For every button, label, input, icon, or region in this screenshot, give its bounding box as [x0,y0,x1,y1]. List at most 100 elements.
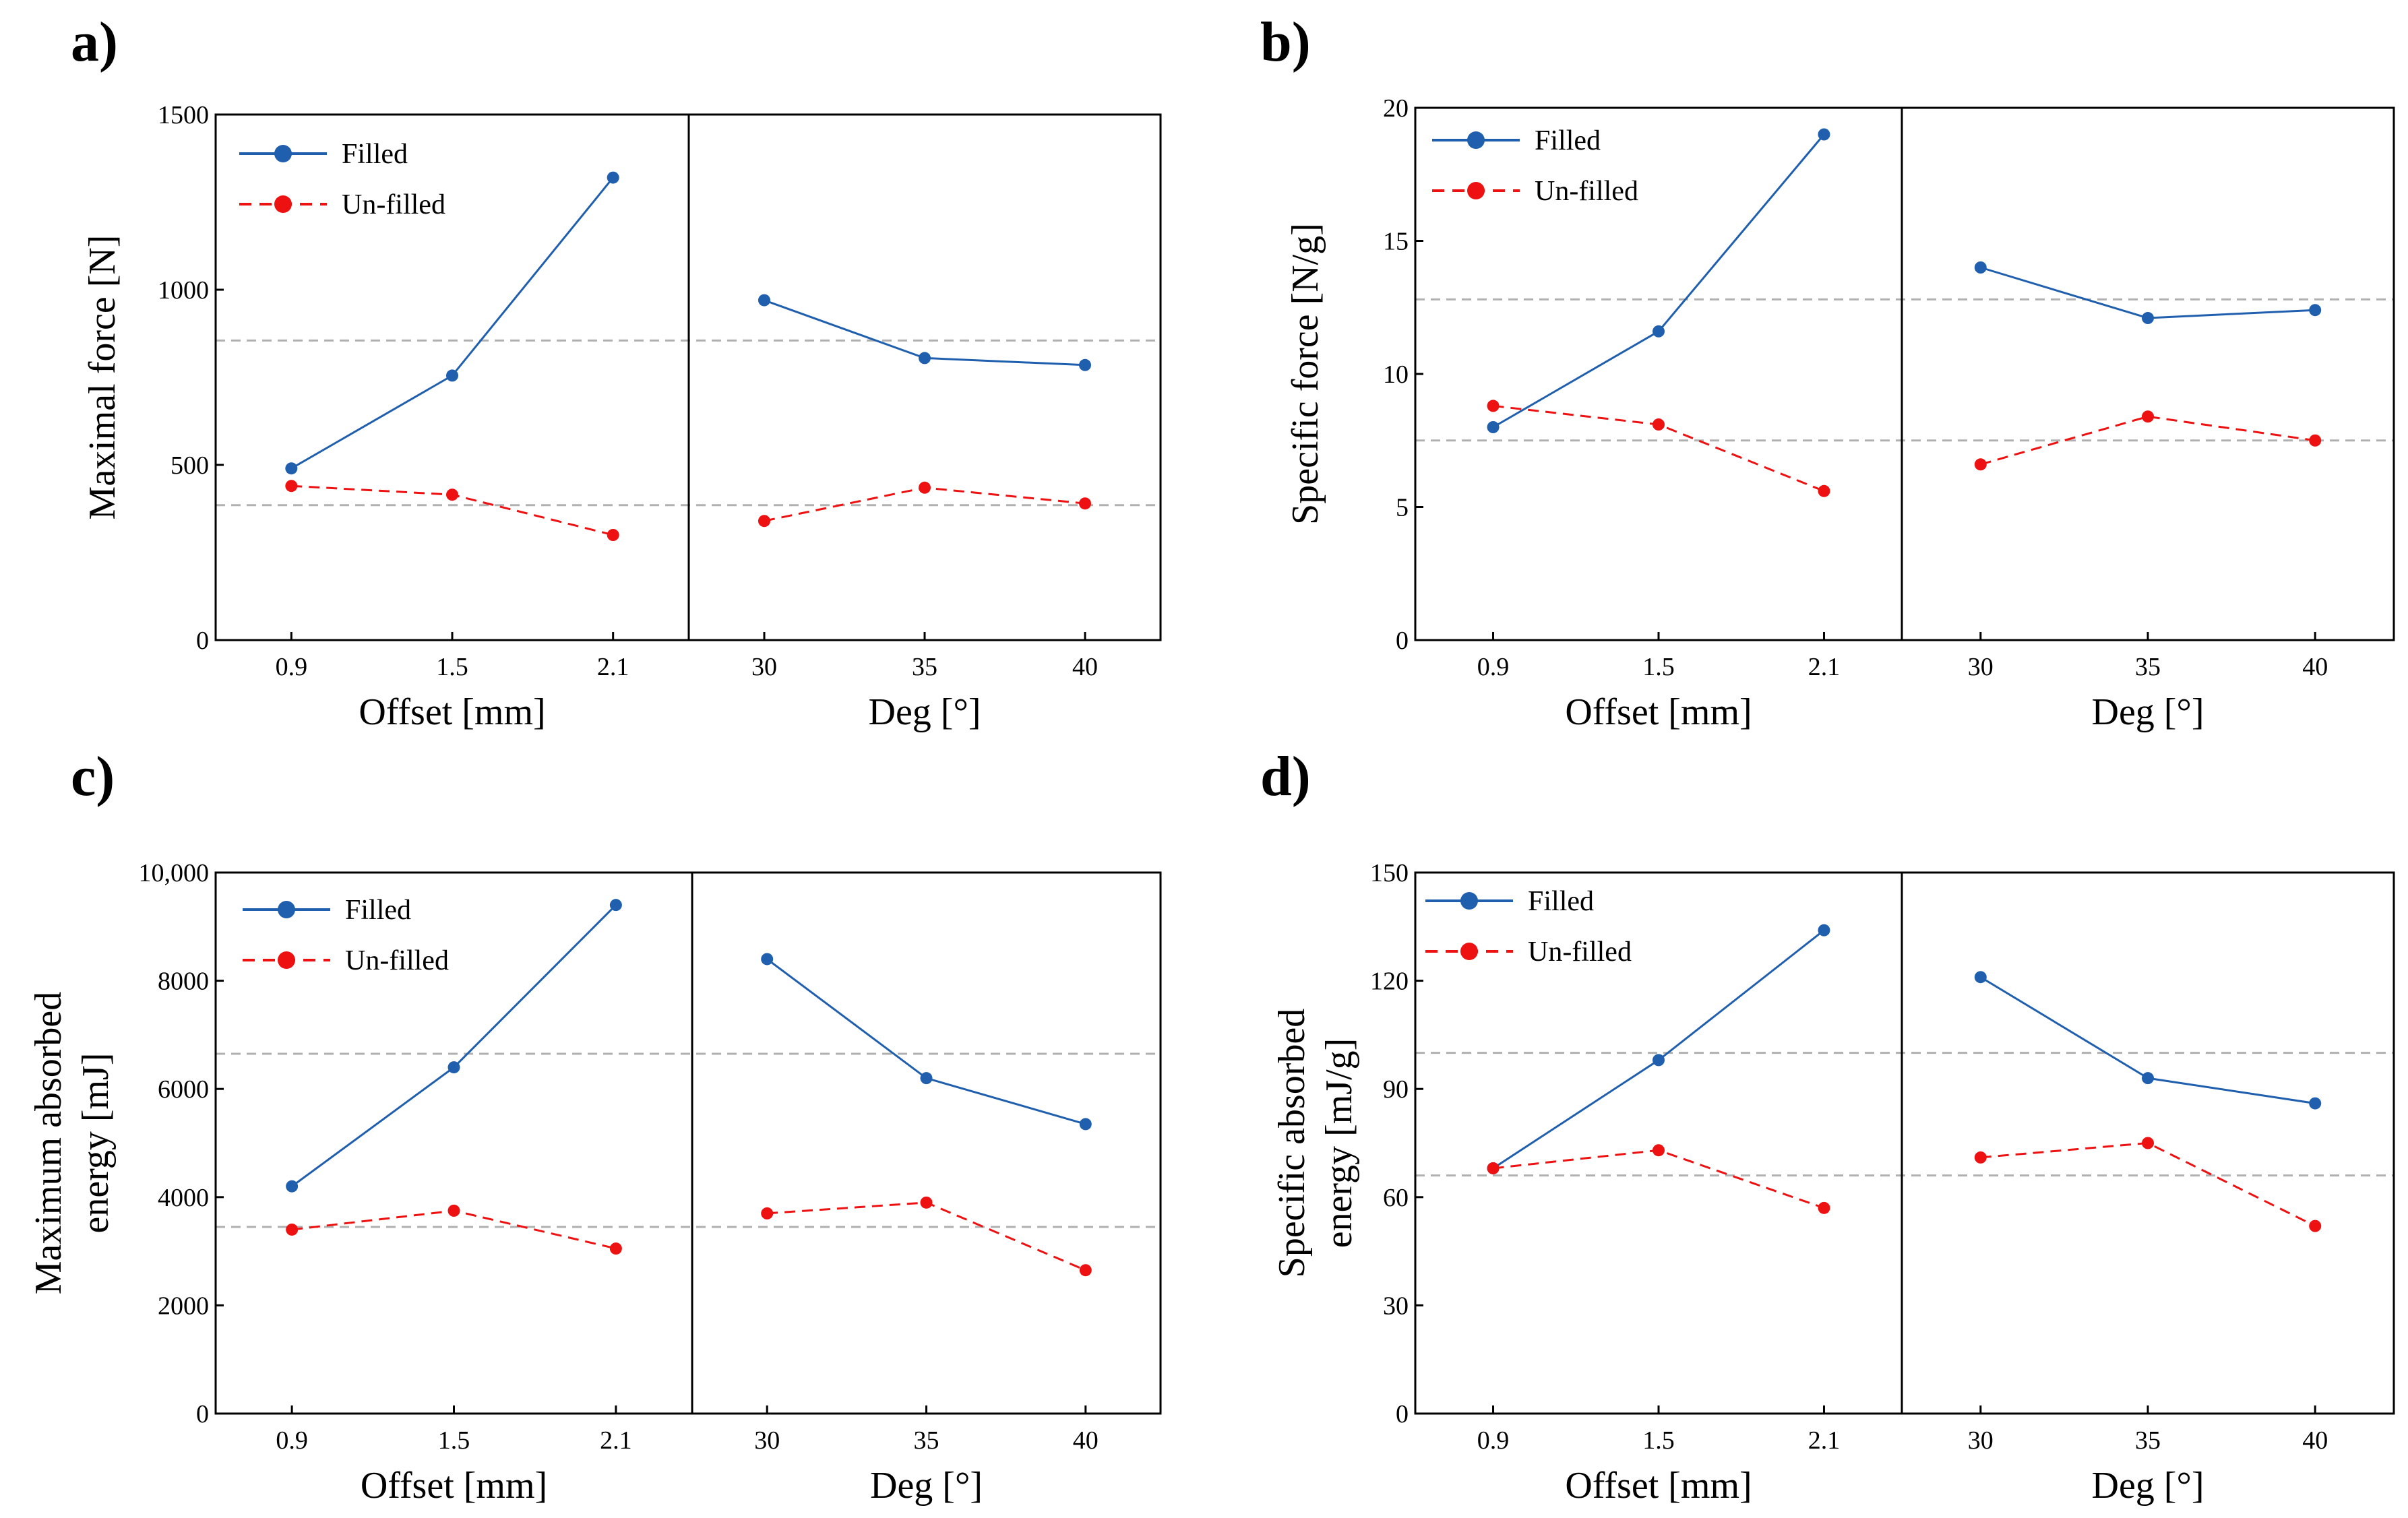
data-point-filled [2309,1097,2322,1110]
y-tick-label: 90 [1383,1075,1409,1104]
x-axis-label-deg: Deg [°] [2092,691,2204,733]
x-tick-label: 0.9 [1477,653,1510,681]
legend-label-unfilled: Un-filled [1528,937,1632,968]
x-tick-label: 30 [754,1426,780,1455]
y-axis-label: energy [mJ] [75,1053,117,1234]
x-axis-label-deg: Deg [°] [2092,1465,2204,1507]
y-tick-label: 10 [1383,360,1409,389]
data-point-filled [1818,128,1830,141]
data-point-filled [2142,312,2154,325]
x-tick-label: 30 [1968,653,1994,681]
x-tick-label: 40 [2302,1426,2328,1455]
data-point-unfilled [1487,1162,1500,1174]
y-tick-label: 10,000 [139,859,210,887]
data-point-unfilled [2142,1137,2154,1149]
x-tick-label: 0.9 [1477,1426,1510,1455]
data-point-filled [1487,421,1500,433]
x-tick-label: 30 [751,653,777,681]
data-point-filled [919,352,931,365]
x-axis-label-offset: Offset [mm] [359,691,545,733]
x-tick-label: 40 [1072,653,1098,681]
y-tick-label: 0 [1396,627,1409,655]
x-tick-label: 40 [1073,1426,1099,1455]
data-point-filled [1079,1118,1092,1131]
series-line-filled [1980,976,2316,1105]
data-point-unfilled [919,481,931,494]
legend-marker-filled [1467,131,1485,149]
data-point-filled [609,899,622,912]
data-point-unfilled [761,1207,774,1220]
legend-label-filled: Filled [1535,125,1601,156]
data-point-unfilled [286,1223,299,1236]
data-point-unfilled [1487,400,1500,412]
data-point-filled [446,369,458,382]
series-line-filled [290,177,614,470]
y-axis-label: Maximum absorbed [28,992,69,1294]
data-point-unfilled [2309,1220,2322,1232]
data-point-unfilled [285,480,298,493]
y-axis-label: Specific absorbed [1271,1009,1313,1278]
data-point-unfilled [607,529,619,541]
series-line-unfilled [767,1201,1086,1271]
y-tick-label: 500 [171,451,209,480]
x-tick-label: 0.9 [276,653,308,681]
x-axis-label-deg: Deg [°] [870,1465,983,1507]
x-axis-label-offset: Offset [mm] [1565,1465,1752,1507]
series-line-unfilled [1980,415,2316,466]
x-tick-label: 35 [2135,653,2161,681]
series-line-filled [291,904,617,1187]
y-tick-label: 5 [1396,494,1409,522]
x-tick-label: 35 [912,653,937,681]
legend-marker-unfilled [1460,943,1478,960]
data-point-filled [1818,924,1830,937]
data-point-filled [1079,358,1091,371]
data-point-filled [286,1180,299,1193]
y-tick-label: 0 [196,627,209,655]
data-point-filled [1974,971,1987,984]
y-axis-label: Maximal force [N] [82,235,123,520]
data-point-unfilled [447,1204,460,1217]
x-tick-label: 1.5 [436,653,468,681]
data-point-filled [607,171,619,184]
data-point-filled [758,294,770,307]
x-tick-label: 1.5 [1642,653,1675,681]
x-tick-label: 35 [914,1426,939,1455]
legend-marker-filled [278,901,295,918]
chart-panel-d: d) 0 30 60 90 120 150 0.9 1.5 2.1 30 35 40 Offset [mm… [1260,745,2395,1507]
plot-frame [214,871,1162,1415]
data-point-unfilled [446,488,458,501]
data-point-filled [285,462,298,475]
y-tick-label: 20 [1383,94,1409,123]
data-point-filled [447,1061,460,1074]
y-tick-label: 1000 [158,276,209,305]
y-tick-label: 0 [196,1400,209,1428]
chart-panel-a: a) 0 500 1000 1500 0.9 1.5 2.1 30 35 40 Offset [mm]… [71,11,1162,733]
x-tick-label: 2.1 [1808,1426,1841,1455]
y-tick-label: 8000 [158,968,209,996]
x-axis-label-offset: Offset [mm] [361,1465,547,1507]
x-tick-label: 35 [2135,1426,2161,1455]
x-tick-label: 1.5 [1642,1426,1675,1455]
y-tick-label: 150 [1370,859,1409,887]
data-point-unfilled [1974,458,1987,471]
legend-label-unfilled: Un-filled [1535,176,1638,207]
panel-label: d) [1260,745,1311,808]
data-point-unfilled [1818,1201,1830,1214]
data-point-unfilled [920,1196,933,1209]
data-point-filled [761,953,774,966]
legend-label-filled: Filled [1528,886,1594,917]
y-tick-label: 15 [1383,228,1409,256]
y-tick-label: 6000 [158,1075,209,1104]
data-point-filled [1653,325,1665,338]
y-axis-label: energy [mJ/g] [1318,1038,1360,1248]
chart-panel-c: c) 0 2000 4000 6000 8000 10,000 0.9 1.5 2.1 30 35 40… [28,745,1162,1507]
x-tick-label: 40 [2302,653,2328,681]
data-point-filled [2142,1072,2154,1085]
x-tick-label: 2.1 [597,653,629,681]
legend-marker-filled [1460,892,1478,910]
chart-panel-b: b) 0 5 10 15 20 0.9 1.5 2.1 30 35 40 Offset [mm] Deg … [1260,11,2395,733]
legend-marker-unfilled [278,951,295,969]
data-point-unfilled [2309,434,2322,447]
legend-marker-unfilled [1467,182,1485,199]
x-tick-label: 30 [1968,1426,1994,1455]
